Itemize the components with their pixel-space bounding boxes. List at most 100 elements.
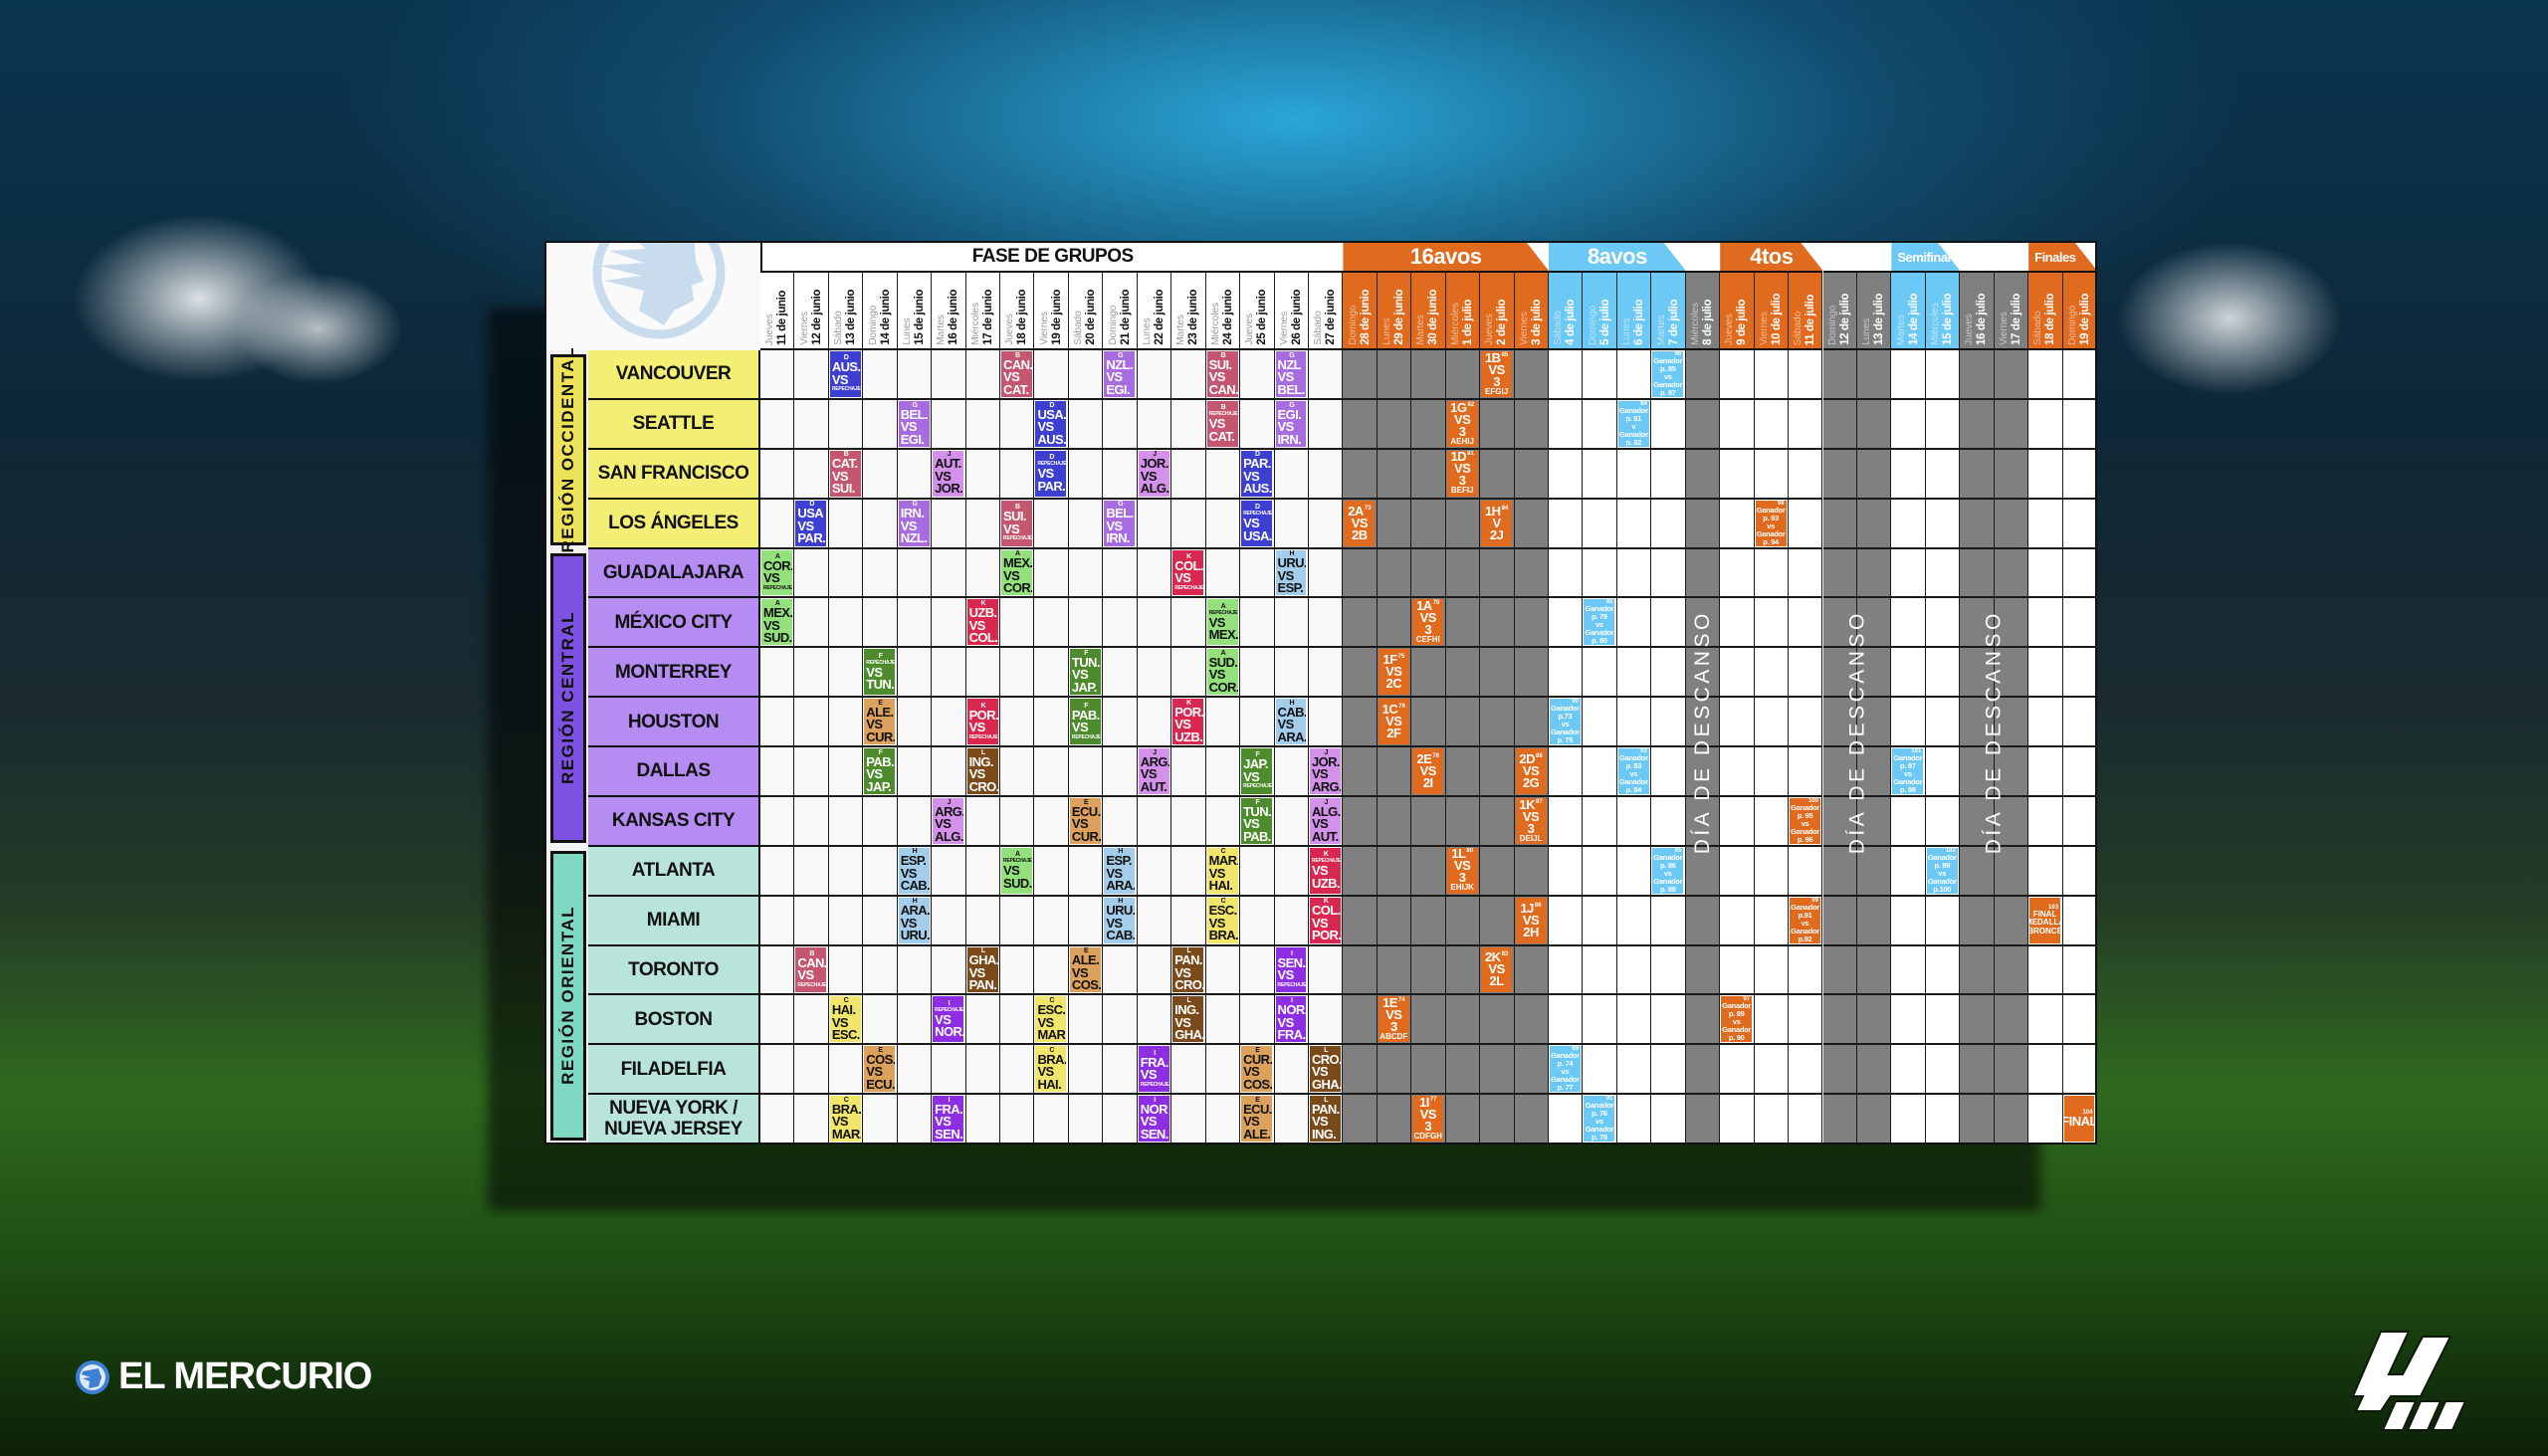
date: 21 de junio [1119, 290, 1132, 345]
match-first-line: 2E 78 [1416, 752, 1439, 765]
weekday: Sábado [1313, 311, 1325, 345]
home-team: AUT. [935, 456, 961, 472]
calendar-cell [1583, 995, 1617, 1046]
rest-text: DÍA DE DESCANSO [1690, 610, 1714, 855]
match-slot: H ESP. VS ARA. [1103, 847, 1136, 895]
date-label: Domingo 14 de junio [868, 290, 893, 345]
match-number: 96 [1674, 351, 1682, 357]
match-slot: K COL. VS POR. [1309, 897, 1342, 944]
calendar-cell [1411, 499, 1446, 549]
home-team: ECU. [1243, 1101, 1272, 1117]
city-name: NUEVA YORK / NUEVA JERSEY [604, 1098, 743, 1141]
match-line: 3 [1458, 423, 1466, 439]
match-line: p.100 [1933, 884, 1952, 894]
match-number: 79 [1432, 600, 1440, 607]
calendar-cell [1034, 846, 1069, 897]
match-slot: 95 Ganador p. 86 vs Ganador p. 88 [1651, 847, 1684, 895]
calendar-cell [794, 796, 829, 847]
group-letter: C [1220, 848, 1226, 856]
knockout-match-card: 1C 76 VS 2F [1378, 699, 1409, 744]
calendar-cell [1000, 945, 1035, 996]
date: 14 de julio [1907, 294, 1920, 345]
match-slot: I REPECHAJE VS NOR. [932, 995, 964, 1043]
calendar-cell [1411, 796, 1446, 847]
match-number: 81 [1467, 451, 1474, 458]
calendar-cell [1925, 499, 1961, 549]
calendar-cell [1377, 350, 1412, 400]
vs-label: VS [1037, 1064, 1054, 1080]
calendar-cell [1583, 350, 1617, 400]
home-team: SEN. [1277, 954, 1307, 970]
weekday: Viernes [1998, 312, 2010, 345]
match-first-line: 2K 83 [1485, 950, 1508, 963]
match-line: p. 85 [1659, 363, 1676, 373]
calendar-cell [2062, 698, 2097, 747]
group-match-card: A COR. VS REPECHAJE [761, 549, 792, 596]
calendar-cell [1789, 698, 1823, 747]
weekday: Martes [1415, 314, 1427, 345]
home-team: PAB. [866, 753, 894, 769]
calendar-cell [1994, 796, 2029, 847]
group-letter: I [1291, 997, 1293, 1005]
away-team: ALE. [1243, 1126, 1271, 1142]
calendar-cell [1856, 846, 1892, 897]
calendar-cell [1685, 1045, 1721, 1096]
match-slot: 1L 80 VS 3 EHIJK [1446, 847, 1479, 895]
calendar-cell [2062, 548, 2097, 599]
calendar-cell [1891, 648, 1926, 699]
calendar-cell [2062, 598, 2097, 649]
calendar-cell [1754, 1095, 1790, 1144]
group-letter: G [1118, 351, 1124, 359]
group-match-card: J ALG. VS AUT. [1309, 797, 1341, 844]
match-slot: A MEX. VS COR. [1000, 549, 1033, 597]
date-label: Lunes 22 de junio [1142, 290, 1167, 345]
home-team: ESP. [1106, 853, 1132, 869]
match-slot: E ECU. VS CUR. [1069, 797, 1102, 845]
match-line: p. 82 [1625, 437, 1642, 447]
calendar-cell [1822, 449, 1857, 500]
away-team: ESC. [831, 1027, 861, 1043]
match-line: VS [1522, 808, 1540, 824]
match-line: p. 96 [1797, 834, 1813, 844]
calendar-cell [1308, 598, 1344, 649]
date-header: Lunes 6 de julio [1616, 271, 1652, 350]
group-match-card: I REPECHAJE VS NOR. [933, 996, 964, 1043]
away-team: SEN. [1140, 1126, 1169, 1142]
match-slot: 102 Ganador p. 99 vs Ganador p.100 [1926, 847, 1959, 895]
match-line: 1L [1451, 847, 1466, 862]
calendar-cell [794, 698, 829, 747]
calendar-cell [1000, 747, 1035, 797]
calendar-cell [1445, 945, 1481, 996]
city-name: ATLANTA [631, 860, 716, 882]
away-team: BEL. [1277, 381, 1306, 397]
calendar-cell [1960, 449, 1995, 500]
knockout-match-card: 1A 79 VS 3 CEFHI [1412, 599, 1444, 646]
match-line: ABCDF [1380, 1032, 1408, 1042]
date-label: Domingo 28 de junio [1348, 290, 1373, 345]
calendar-cell [1891, 698, 1926, 747]
calendar-cell [1171, 449, 1206, 500]
vs-label: VS [1277, 419, 1295, 435]
knockout-match-card: 97 Ganador p. 89 vs Ganador p. 90 [1721, 996, 1753, 1043]
calendar-cell [1994, 548, 2029, 599]
calendar-cell [863, 1095, 898, 1144]
vs-label: VS [1208, 369, 1226, 385]
weekday: Lunes [1861, 317, 1873, 345]
home-team: ALE. [1071, 952, 1100, 968]
calendar-cell [1822, 995, 1857, 1046]
calendar-cell [2028, 648, 2063, 699]
match-line: Ganador [1585, 1125, 1614, 1135]
date-header: Sábado 4 de julio [1549, 271, 1584, 350]
date-label: Sábado 13 de junio [833, 290, 858, 345]
group-letter: J [1324, 798, 1329, 806]
group-match-card: F TUN. VS PAB. [1241, 797, 1273, 844]
calendar-cell [1343, 1045, 1378, 1096]
city-cell: MÉXICO CITY [588, 598, 760, 649]
match-number: 99 [1811, 897, 1818, 904]
vs-label: VS [1243, 816, 1260, 832]
calendar-cell [1103, 548, 1138, 599]
calendar-cell [828, 698, 864, 747]
calendar-cell [1171, 846, 1206, 897]
home-team: BRA. [831, 1101, 861, 1117]
match-line: p.92 [1798, 934, 1812, 943]
